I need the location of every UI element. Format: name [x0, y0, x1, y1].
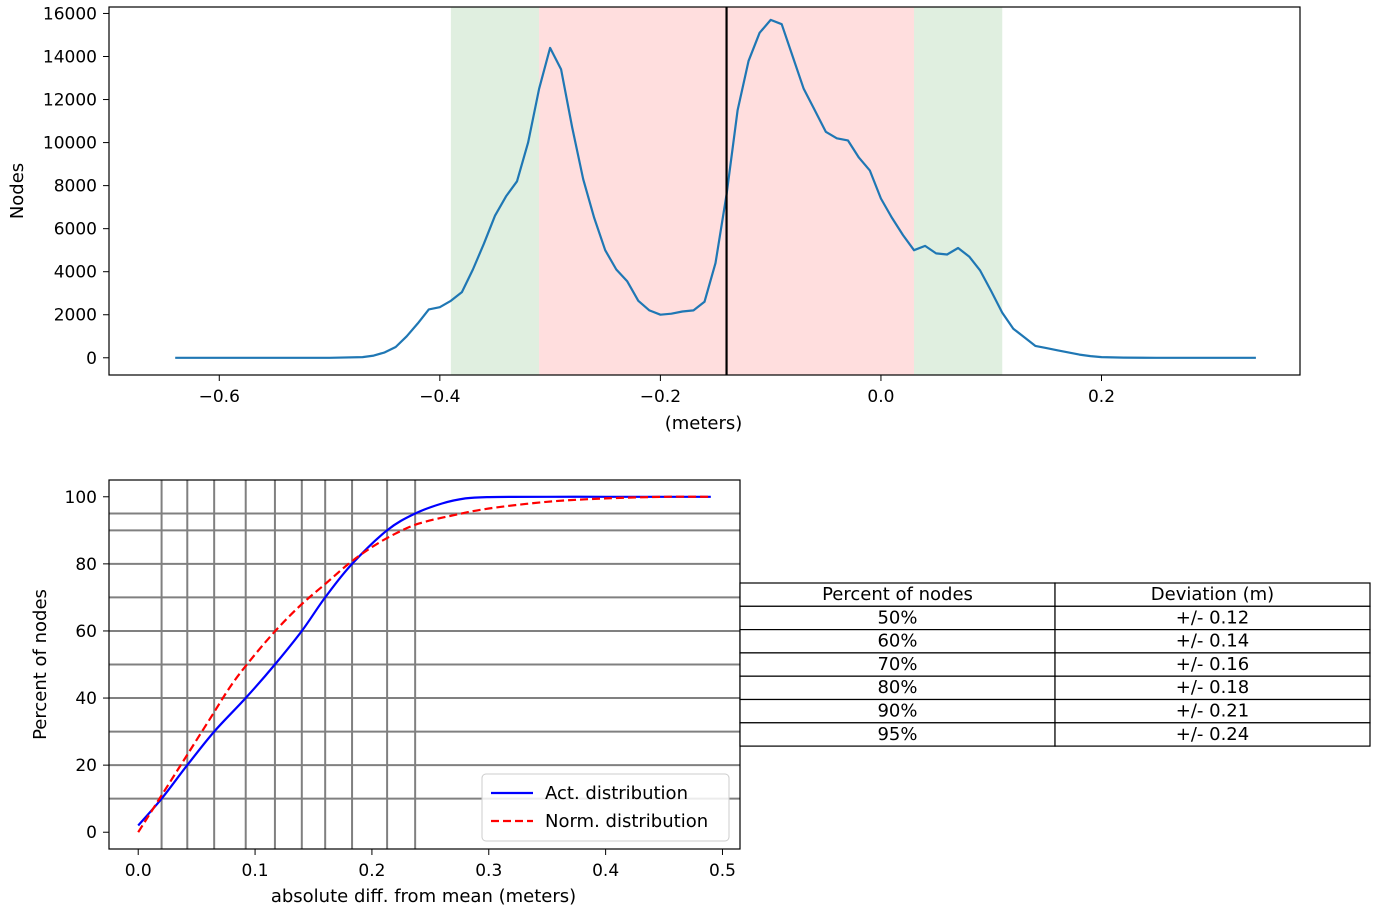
y-tick-label: 80	[75, 555, 97, 575]
table-cell-deviation: +/- 0.18	[1176, 677, 1249, 698]
y-tick-label: 14000	[43, 47, 97, 67]
deviation-table: Percent of nodes Deviation (m) 50% +/- 0.12…	[739, 582, 1371, 747]
legend-label: Norm. distribution	[545, 811, 708, 832]
y-tick-label: 0	[86, 349, 97, 369]
x-tick-label: 0.0	[867, 387, 894, 407]
y-tick-label: 4000	[54, 263, 97, 283]
table-cell-percent: 95%	[877, 724, 917, 745]
x-tick-label: 0.5	[709, 861, 736, 881]
series-line-actual	[137, 495, 711, 827]
legend-label: Act. distribution	[545, 783, 688, 804]
y-tick-label: 40	[75, 689, 97, 709]
y-tick-label: 20	[75, 756, 97, 776]
x-tick-label: −0.4	[419, 387, 460, 407]
y-tick-label: 2000	[54, 306, 97, 326]
y-tick-label: 60	[75, 622, 97, 642]
x-tick-label: 0.1	[242, 861, 269, 881]
y-tick-label: 16000	[43, 4, 97, 24]
y-tick-label: 10000	[43, 134, 97, 154]
table-cell-percent: 50%	[877, 607, 917, 628]
x-axis-label: (meters)	[665, 413, 743, 434]
table-header-label: Percent of nodes	[822, 584, 973, 605]
table-cell-deviation: +/- 0.14	[1176, 631, 1249, 652]
table-header-label: Deviation (m)	[1151, 584, 1274, 605]
x-tick-label: 0.2	[358, 861, 385, 881]
x-tick-label: 0.2	[1088, 387, 1115, 407]
series-line-normal	[137, 495, 711, 833]
table-cell-percent: 90%	[877, 701, 917, 722]
y-axis-label: Percent of nodes	[30, 589, 51, 740]
y-tick-label: 0	[86, 823, 97, 843]
table-cell-percent: 80%	[877, 677, 917, 698]
shaded-band	[450, 7, 540, 375]
table-cell-deviation: +/- 0.21	[1176, 701, 1249, 722]
x-tick-label: 0.0	[125, 861, 152, 881]
table-cell	[1054, 722, 1371, 747]
y-tick-label: 12000	[43, 91, 97, 111]
histogram-chart: −0.6 −0.4 −0.2 0.0 0.2 0 2000 4000 6000 8000 10000…	[7, 4, 1301, 434]
x-axis-label: absolute diff. from mean (meters)	[271, 886, 576, 907]
x-tick-label: −0.6	[199, 387, 240, 407]
table-cell-percent: 70%	[877, 654, 917, 675]
y-tick-label: 100	[65, 488, 97, 508]
plot-frame	[108, 6, 1301, 376]
cumulative-chart: 0.0 0.1 0.2 0.3 0.4 0.5 0 20 40 60 80 100 absolute d…	[30, 479, 741, 907]
y-tick-label: 8000	[54, 177, 97, 197]
table-cell-deviation: +/- 0.12	[1176, 607, 1249, 628]
table-cell-percent: 60%	[877, 631, 917, 652]
x-tick-label: 0.3	[475, 861, 502, 881]
y-axis-label: Nodes	[7, 163, 28, 219]
series-line-nodes	[175, 18, 1256, 359]
table-cell-deviation: +/- 0.24	[1176, 724, 1249, 745]
legend-box	[481, 773, 730, 842]
y-tick-label: 6000	[54, 220, 97, 240]
table-cell-deviation: +/- 0.16	[1176, 654, 1249, 675]
shaded-band	[914, 7, 1003, 375]
x-tick-label: 0.4	[592, 861, 619, 881]
x-tick-label: −0.2	[640, 387, 681, 407]
